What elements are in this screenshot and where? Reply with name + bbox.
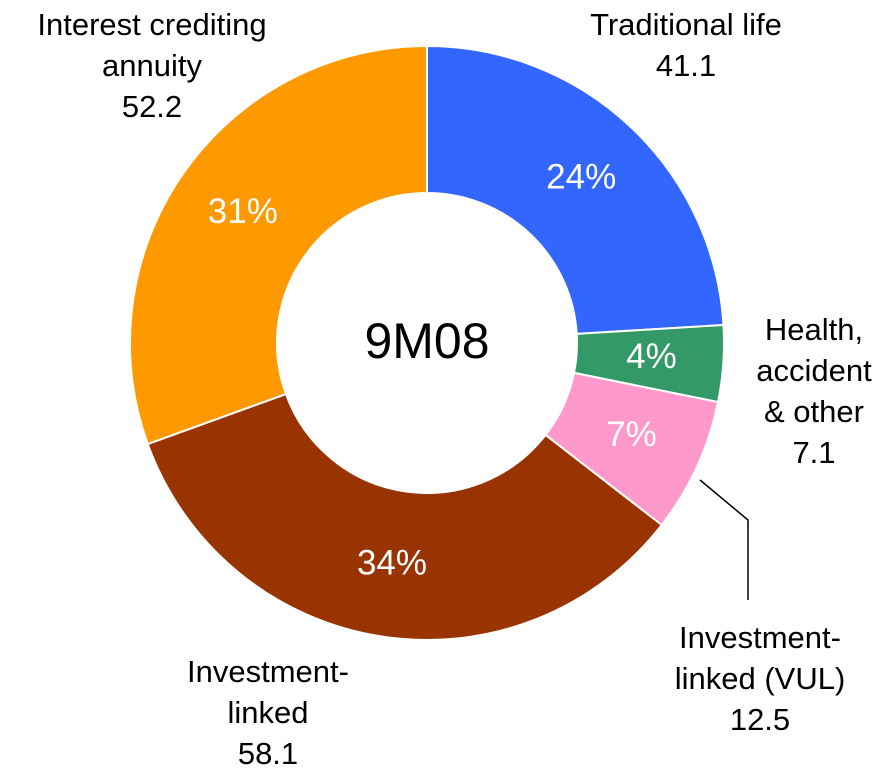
label: Interest crediting annuity 52.2 bbox=[2, 4, 302, 127]
percent-label: 34% bbox=[357, 544, 427, 583]
percent-label: 7% bbox=[606, 415, 657, 454]
center-label: 9M08 bbox=[364, 313, 489, 369]
donut-segment bbox=[129, 44, 428, 446]
label: Health, accident & other 7.1 bbox=[744, 309, 884, 473]
label: Traditional life 41.1 bbox=[536, 4, 836, 86]
value-label: 12.5 bbox=[729, 702, 791, 737]
value-label: 41.1 bbox=[655, 48, 717, 83]
label: Investment-linked 58.1 bbox=[158, 651, 378, 774]
value-label: 58.1 bbox=[237, 736, 299, 771]
leader-line bbox=[699, 479, 749, 600]
donut-segment bbox=[146, 392, 664, 641]
percent-label: 24% bbox=[546, 157, 616, 196]
donut-segment bbox=[426, 44, 725, 335]
label: Investment-linked (VUL) 12.5 bbox=[650, 617, 870, 740]
category-label: Investment-linked bbox=[187, 654, 349, 730]
percent-label: 31% bbox=[208, 192, 278, 231]
category-label: Health, accident & other bbox=[756, 312, 872, 429]
value-label: 7.1 bbox=[792, 435, 836, 470]
value-label: 52.2 bbox=[121, 89, 183, 124]
percent-label: 4% bbox=[626, 337, 677, 376]
category-label: Traditional life bbox=[590, 7, 782, 42]
donut bbox=[129, 44, 725, 641]
category-label: Interest crediting annuity bbox=[37, 7, 267, 83]
category-label: Investment-linked (VUL) bbox=[674, 620, 846, 696]
